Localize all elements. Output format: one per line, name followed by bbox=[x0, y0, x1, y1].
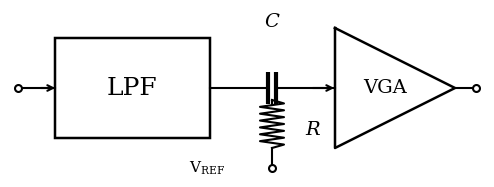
Text: LPF: LPF bbox=[107, 76, 157, 99]
Text: R: R bbox=[305, 121, 320, 139]
Text: VGA: VGA bbox=[363, 79, 407, 97]
Bar bbox=[55, 38, 210, 138]
Text: V$_{\mathregular{REF}}$: V$_{\mathregular{REF}}$ bbox=[189, 159, 225, 177]
Text: C: C bbox=[265, 13, 280, 31]
